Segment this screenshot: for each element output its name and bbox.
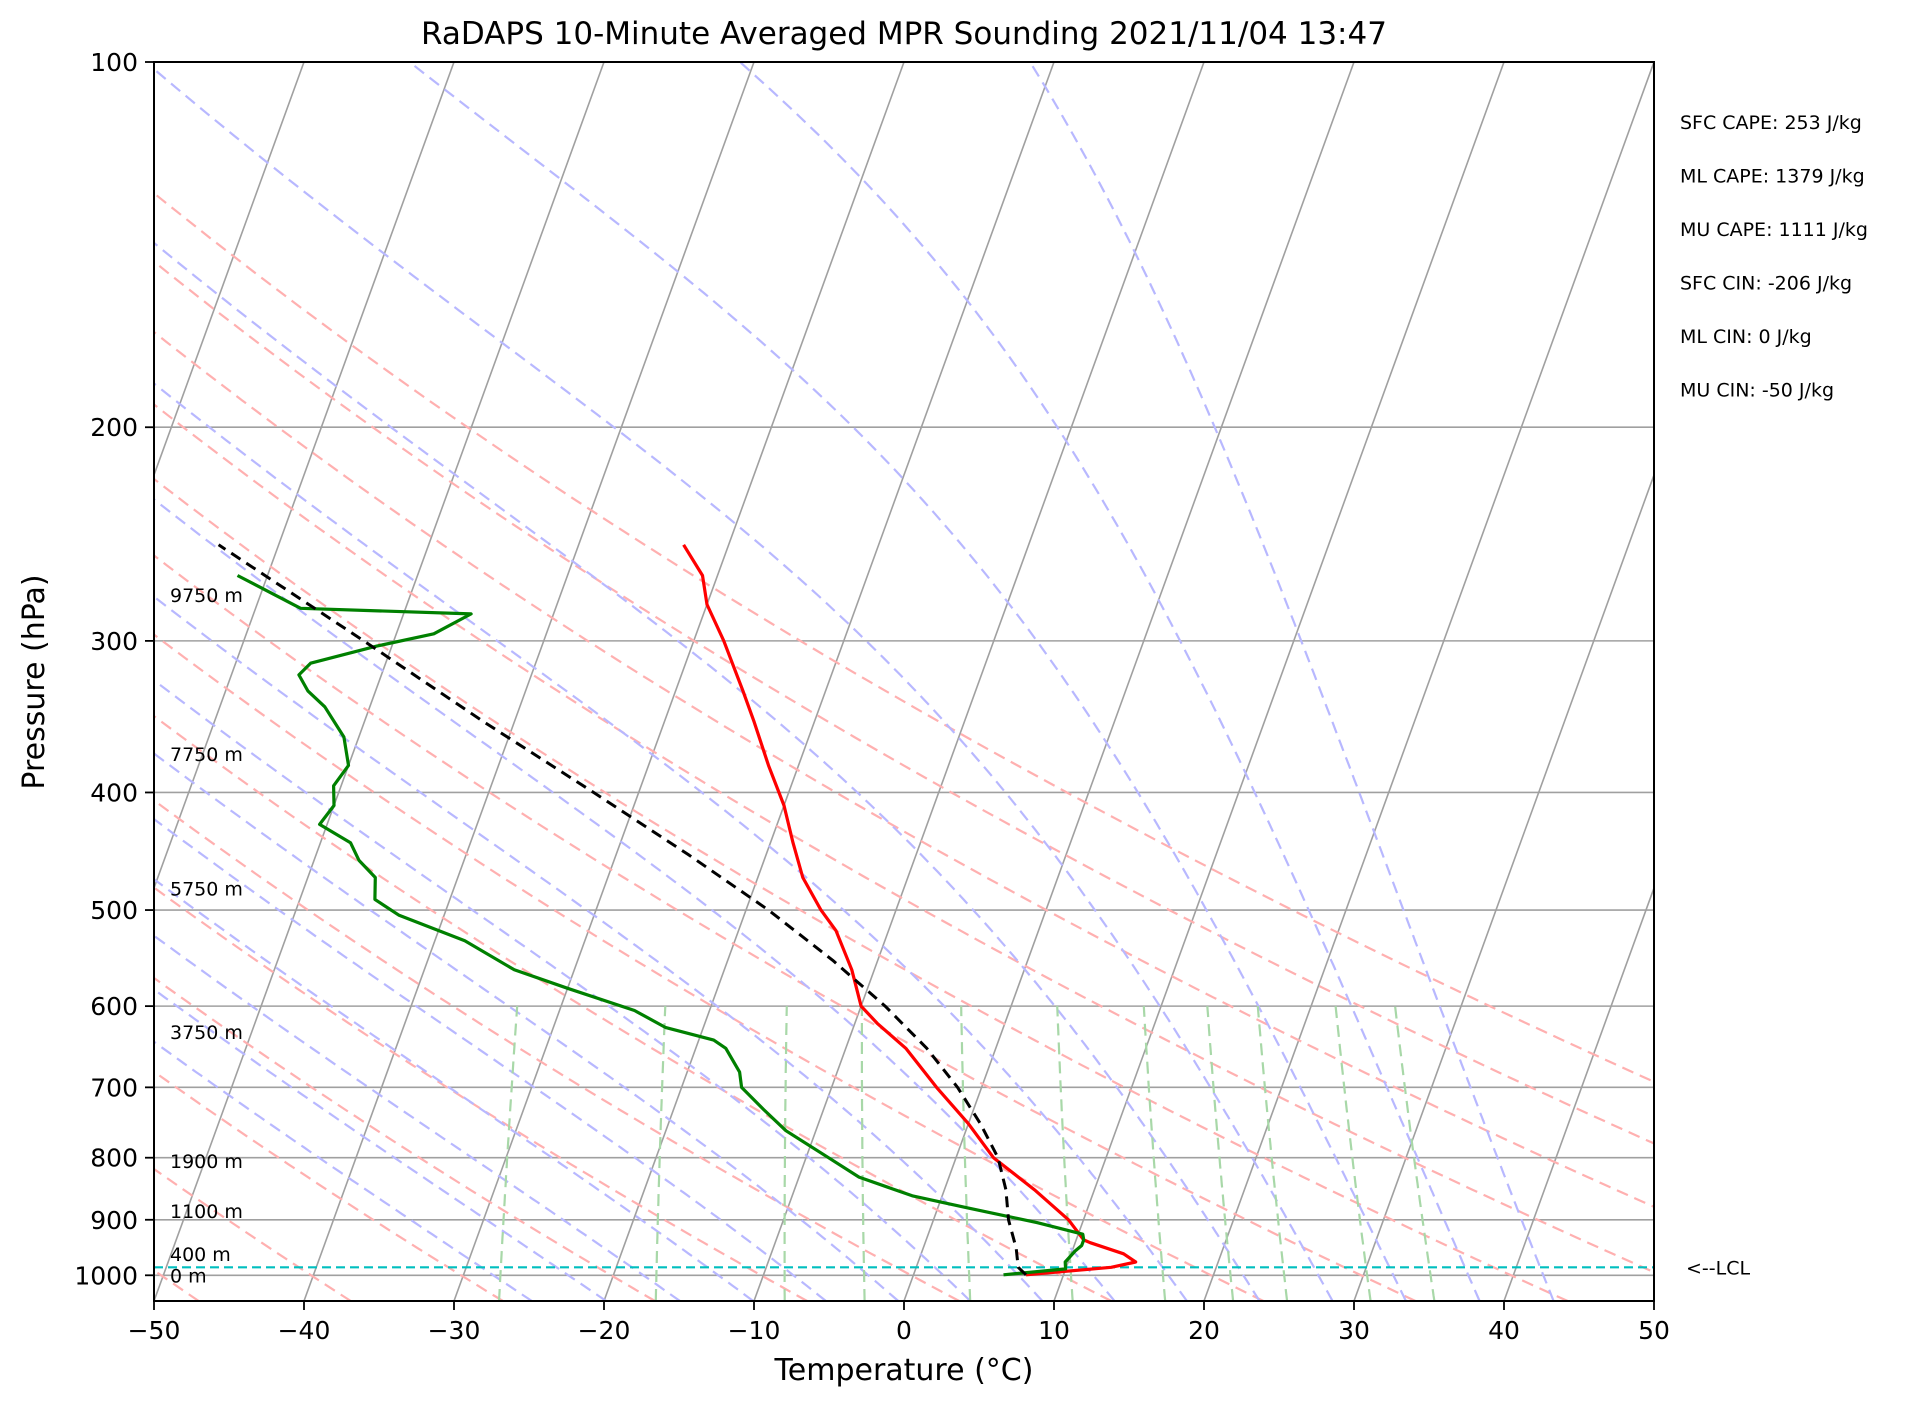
x-tick-label: 10 bbox=[1038, 1316, 1070, 1345]
isotherm-line bbox=[303, 62, 755, 1301]
mixing-ratio-line bbox=[1142, 1006, 1167, 1301]
y-tick-label: 800 bbox=[90, 1144, 138, 1173]
dry-adiabat-line bbox=[154, 976, 656, 1301]
x-axis-title: Temperature (°C) bbox=[774, 1353, 1034, 1388]
height-label: 7750 m bbox=[170, 744, 243, 766]
isotherm-line bbox=[1053, 62, 1505, 1301]
isotherm-line bbox=[154, 62, 455, 891]
isotherm-line bbox=[1653, 1298, 1654, 1301]
isotherm-line bbox=[903, 62, 1355, 1301]
mixing-ratio-line bbox=[960, 1006, 972, 1301]
stat-label: SFC CIN: -206 J/kg bbox=[1680, 273, 1852, 295]
isotherm-line bbox=[603, 62, 1055, 1301]
mixing-ratio-line bbox=[497, 1006, 519, 1301]
axis-ticks: −50 −40 −30 −20 −10 0 10 20 30 40 50 100 200 300 400 50… bbox=[74, 48, 1670, 1345]
isotherm-line bbox=[753, 62, 1205, 1301]
y-tick-label: 100 bbox=[90, 48, 138, 77]
stat-label: ML CIN: 0 J/kg bbox=[1680, 326, 1812, 348]
height-label: 1900 m bbox=[170, 1151, 243, 1173]
isotherm-line bbox=[0, 62, 4, 1301]
y-axis-title: Pressure (hPa) bbox=[17, 574, 52, 789]
moist-adiabat-line bbox=[154, 934, 681, 1301]
moist-adiabat-line bbox=[154, 988, 607, 1301]
x-tick-label: 50 bbox=[1638, 1316, 1670, 1345]
y-tick-label: 400 bbox=[90, 778, 138, 807]
stat-label: MU CAPE: 1111 J/kg bbox=[1680, 219, 1868, 241]
lcl-label: <--LCL bbox=[1686, 1257, 1750, 1279]
x-tick-label: 0 bbox=[896, 1316, 912, 1345]
stat-label: ML CAPE: 1379 J/kg bbox=[1680, 166, 1865, 188]
mixing-ratio-line bbox=[783, 1006, 788, 1301]
y-tick-label: 600 bbox=[90, 992, 138, 1021]
mixing-ratio-line bbox=[654, 1006, 667, 1301]
dry-adiabat-line bbox=[154, 554, 1416, 1301]
height-label: 3750 m bbox=[170, 1022, 243, 1044]
mixing-ratio-line bbox=[860, 1006, 866, 1301]
moist-adiabat-line bbox=[154, 1040, 533, 1301]
dry-adiabat-line bbox=[154, 1070, 504, 1301]
moist-adiabat-line bbox=[154, 817, 827, 1301]
dry-adiabat-line bbox=[154, 330, 1654, 1209]
y-tick-label: 300 bbox=[90, 627, 138, 656]
x-tick-label: −20 bbox=[578, 1316, 631, 1345]
moist-adiabat-line bbox=[154, 678, 972, 1301]
height-label: 0 m bbox=[170, 1265, 207, 1287]
x-tick-label: −50 bbox=[128, 1316, 181, 1345]
moist-adiabat-line bbox=[154, 595, 1044, 1301]
moist-adiabat-line bbox=[154, 382, 1188, 1301]
y-tick-label: 500 bbox=[90, 896, 138, 925]
mixing-ratio-line bbox=[1056, 1006, 1074, 1301]
dry-adiabat-line bbox=[154, 799, 960, 1301]
moist-adiabat-line bbox=[154, 752, 900, 1301]
isotherm-line bbox=[453, 62, 905, 1301]
x-tick-label: 30 bbox=[1338, 1316, 1370, 1345]
moist-adiabat-line bbox=[154, 241, 1261, 1301]
mixing-ratio-line bbox=[1394, 1005, 1436, 1301]
x-tick-label: −10 bbox=[728, 1316, 781, 1345]
stat-label: MU CIN: -50 J/kg bbox=[1680, 380, 1834, 402]
dry-adiabat-line bbox=[154, 191, 1654, 1084]
dry-adiabat-line bbox=[154, 403, 1654, 1274]
x-tick-label: −30 bbox=[428, 1316, 481, 1345]
height-label: 5750 m bbox=[170, 879, 243, 901]
y-tick-label: 900 bbox=[90, 1206, 138, 1235]
y-tick-label: 200 bbox=[90, 413, 138, 442]
x-tick-label: 40 bbox=[1488, 1316, 1520, 1345]
isotherm-line bbox=[1353, 472, 1654, 1301]
moist-adiabat-line bbox=[154, 497, 1116, 1301]
sounding-profiles bbox=[154, 543, 1654, 1277]
x-tick-label: −40 bbox=[278, 1316, 331, 1345]
height-label: 1100 m bbox=[170, 1201, 243, 1223]
dry-adiabat-line bbox=[154, 886, 808, 1301]
moist-adiabat-line bbox=[408, 62, 1407, 1301]
y-tick-label: 1000 bbox=[74, 1261, 138, 1290]
stat-label: SFC CAPE: 253 J/kg bbox=[1680, 112, 1862, 134]
chart-title: RaDAPS 10-Minute Averaged MPR Sounding 2… bbox=[421, 16, 1387, 52]
isotherm-line bbox=[1503, 885, 1654, 1301]
isotherm-line bbox=[1203, 62, 1654, 1301]
isotherm-line bbox=[1804, 62, 1918, 1301]
height-label: 400 m bbox=[170, 1244, 231, 1266]
dry-adiabat-line bbox=[154, 714, 1112, 1301]
mixing-ratio-line bbox=[1256, 1006, 1289, 1301]
temperature-line bbox=[682, 543, 1138, 1277]
moist-adiabat-line bbox=[154, 877, 754, 1301]
moist-adiabat-line bbox=[739, 62, 1481, 1301]
dewpoint-line bbox=[236, 574, 1086, 1277]
background-reference-lines bbox=[0, 62, 1918, 1301]
moist-adiabat-line bbox=[154, 67, 1334, 1301]
x-tick-label: 20 bbox=[1188, 1316, 1220, 1345]
isotherm-line bbox=[154, 62, 305, 478]
y-tick-label: 700 bbox=[90, 1073, 138, 1102]
mixing-ratio-line bbox=[1334, 1005, 1372, 1301]
dry-adiabat-line bbox=[154, 633, 1264, 1301]
parcel-path-line bbox=[217, 543, 1028, 1276]
mixing-ratio-line bbox=[1206, 1006, 1235, 1301]
dry-adiabat-line bbox=[154, 1167, 352, 1301]
moist-adiabat-line bbox=[1029, 62, 1555, 1301]
height-label: 9750 m bbox=[170, 585, 243, 607]
dry-adiabat-line bbox=[154, 477, 1569, 1301]
